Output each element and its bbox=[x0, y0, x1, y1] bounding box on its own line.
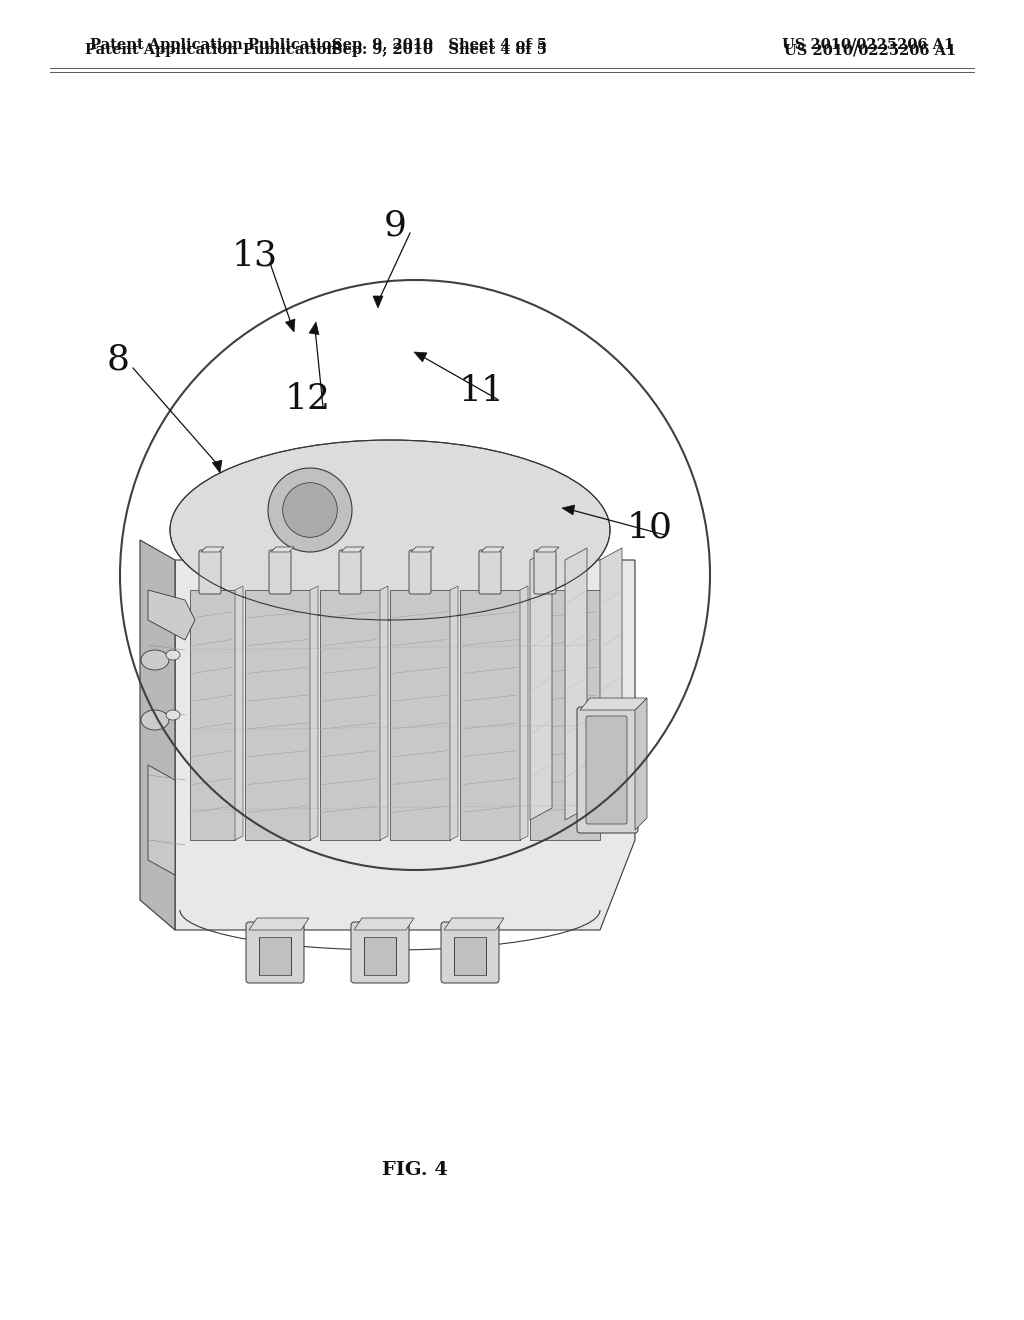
Ellipse shape bbox=[141, 710, 169, 730]
Text: Patent Application Publication: Patent Application Publication bbox=[90, 38, 342, 51]
Polygon shape bbox=[530, 590, 600, 840]
Polygon shape bbox=[444, 917, 504, 931]
Polygon shape bbox=[390, 590, 450, 840]
Polygon shape bbox=[635, 698, 647, 830]
Bar bbox=[364, 937, 396, 975]
Polygon shape bbox=[565, 548, 587, 820]
FancyBboxPatch shape bbox=[441, 921, 499, 983]
Polygon shape bbox=[319, 590, 380, 840]
Polygon shape bbox=[212, 461, 222, 473]
Polygon shape bbox=[450, 586, 458, 840]
Text: Patent Application Publication: Patent Application Publication bbox=[85, 44, 337, 57]
Polygon shape bbox=[460, 590, 520, 840]
Bar bbox=[454, 937, 486, 975]
Polygon shape bbox=[373, 296, 383, 308]
Text: Sep. 9, 2010   Sheet 4 of 5: Sep. 9, 2010 Sheet 4 of 5 bbox=[333, 38, 548, 51]
Text: 13: 13 bbox=[232, 238, 279, 272]
Text: FIG. 4: FIG. 4 bbox=[382, 1162, 447, 1179]
FancyBboxPatch shape bbox=[351, 921, 409, 983]
Polygon shape bbox=[309, 322, 318, 335]
Polygon shape bbox=[271, 546, 294, 552]
Ellipse shape bbox=[170, 440, 610, 620]
Polygon shape bbox=[354, 917, 414, 931]
Polygon shape bbox=[175, 560, 635, 931]
Polygon shape bbox=[536, 546, 559, 552]
FancyBboxPatch shape bbox=[586, 715, 627, 824]
Polygon shape bbox=[148, 766, 175, 875]
FancyBboxPatch shape bbox=[479, 550, 501, 594]
Text: US 2010/0225206 A1: US 2010/0225206 A1 bbox=[782, 38, 954, 51]
Polygon shape bbox=[481, 546, 504, 552]
FancyBboxPatch shape bbox=[246, 921, 304, 983]
Circle shape bbox=[283, 483, 337, 537]
Text: 9: 9 bbox=[384, 209, 407, 242]
Polygon shape bbox=[380, 586, 388, 840]
Ellipse shape bbox=[166, 649, 180, 660]
FancyBboxPatch shape bbox=[199, 550, 221, 594]
Polygon shape bbox=[310, 586, 318, 840]
FancyBboxPatch shape bbox=[269, 550, 291, 594]
FancyBboxPatch shape bbox=[339, 550, 361, 594]
Polygon shape bbox=[562, 506, 574, 515]
Text: 8: 8 bbox=[106, 343, 129, 378]
Polygon shape bbox=[148, 590, 195, 640]
Polygon shape bbox=[234, 586, 243, 840]
FancyBboxPatch shape bbox=[409, 550, 431, 594]
Bar bbox=[259, 937, 291, 975]
Text: Sep. 9, 2010   Sheet 4 of 5: Sep. 9, 2010 Sheet 4 of 5 bbox=[333, 44, 548, 57]
Ellipse shape bbox=[166, 710, 180, 719]
Circle shape bbox=[268, 469, 352, 552]
Ellipse shape bbox=[141, 649, 169, 671]
Polygon shape bbox=[411, 546, 434, 552]
Polygon shape bbox=[530, 548, 552, 820]
FancyBboxPatch shape bbox=[577, 708, 638, 833]
Polygon shape bbox=[245, 590, 310, 840]
Polygon shape bbox=[580, 698, 647, 710]
Text: 12: 12 bbox=[285, 381, 331, 416]
Polygon shape bbox=[600, 548, 622, 820]
Polygon shape bbox=[414, 352, 427, 362]
Text: 10: 10 bbox=[627, 510, 673, 544]
Polygon shape bbox=[341, 546, 364, 552]
Polygon shape bbox=[140, 540, 175, 931]
Polygon shape bbox=[520, 586, 528, 840]
Text: 11: 11 bbox=[459, 374, 505, 408]
FancyBboxPatch shape bbox=[534, 550, 556, 594]
Polygon shape bbox=[201, 546, 224, 552]
Text: US 2010/0225206 A1: US 2010/0225206 A1 bbox=[784, 44, 956, 57]
Polygon shape bbox=[286, 319, 295, 333]
Polygon shape bbox=[190, 590, 234, 840]
Polygon shape bbox=[249, 917, 309, 931]
